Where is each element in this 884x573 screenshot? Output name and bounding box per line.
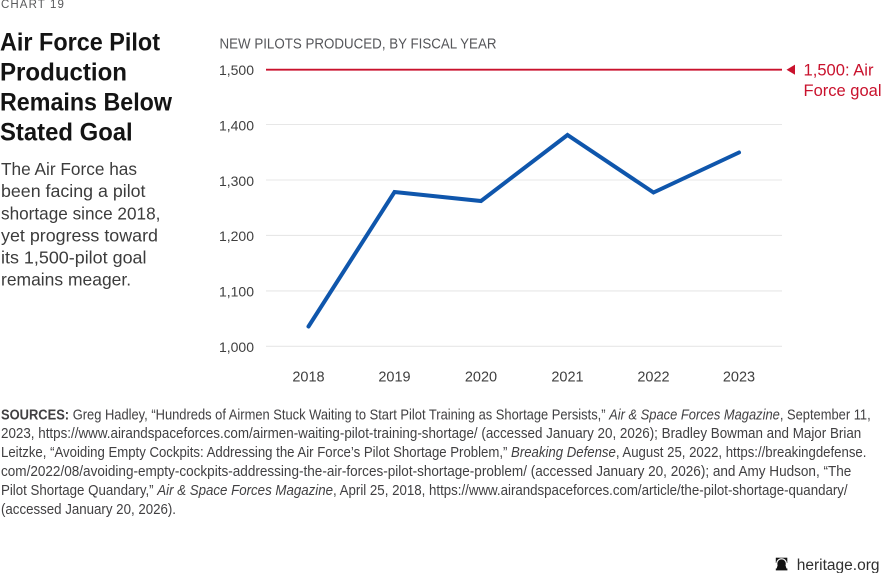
svg-text:Leitzke, “Avoiding Empty Cockp: Leitzke, “Avoiding Empty Cockpits: Addre…	[1, 443, 866, 460]
svg-text:NEW PILOTS PRODUCED, BY FISCAL: NEW PILOTS PRODUCED, BY FISCAL YEAR	[220, 36, 497, 52]
svg-text:Production: Production	[0, 59, 127, 87]
svg-text:yet progress toward: yet progress toward	[1, 225, 158, 245]
svg-text:2019: 2019	[378, 369, 410, 385]
svg-text:2021: 2021	[551, 369, 583, 385]
svg-text:remains meager.: remains meager.	[1, 270, 131, 290]
svg-text:Force goal: Force goal	[804, 81, 882, 100]
svg-text:1,300: 1,300	[219, 173, 254, 189]
svg-text:2022: 2022	[637, 369, 669, 385]
svg-text:SOURCES: Greg Hadley, “Hundred: SOURCES: Greg Hadley, “Hundreds of Airme…	[1, 405, 871, 422]
svg-text:shortage since 2018,: shortage since 2018,	[1, 203, 160, 223]
svg-text:2023: 2023	[723, 369, 755, 385]
svg-text:(accessed January 20, 2026).: (accessed January 20, 2026).	[1, 501, 176, 518]
svg-text:Remains Below: Remains Below	[0, 89, 173, 117]
svg-text:its 1,500-pilot goal: its 1,500-pilot goal	[1, 248, 147, 268]
svg-text:1,500: Air: 1,500: Air	[804, 60, 874, 79]
svg-text:1,500: 1,500	[219, 62, 254, 78]
svg-text:Stated Goal: Stated Goal	[0, 119, 133, 147]
svg-text:1,000: 1,000	[219, 339, 254, 355]
svg-text:2018: 2018	[292, 369, 324, 385]
svg-text:Pilot Shortage Quandary,” Air: Pilot Shortage Quandary,” Air & Space Fo…	[1, 482, 848, 499]
svg-text:CHART 19: CHART 19	[1, 0, 65, 11]
svg-text:1,400: 1,400	[219, 117, 254, 133]
svg-text:2020: 2020	[465, 369, 497, 385]
svg-text:com/2022/08/avoiding-empty-coc: com/2022/08/avoiding-empty-cockpits-addr…	[1, 463, 851, 480]
svg-text:1,200: 1,200	[219, 228, 254, 244]
svg-text:heritage.org: heritage.org	[797, 557, 880, 573]
svg-text:1,100: 1,100	[219, 284, 254, 300]
svg-text:Air Force Pilot: Air Force Pilot	[0, 28, 161, 56]
svg-text:been facing a pilot: been facing a pilot	[1, 181, 146, 201]
svg-text:2023, https://www.airandspacef: 2023, https://www.airandspaceforces.com/…	[1, 426, 861, 443]
svg-text:The Air Force has: The Air Force has	[1, 159, 137, 179]
